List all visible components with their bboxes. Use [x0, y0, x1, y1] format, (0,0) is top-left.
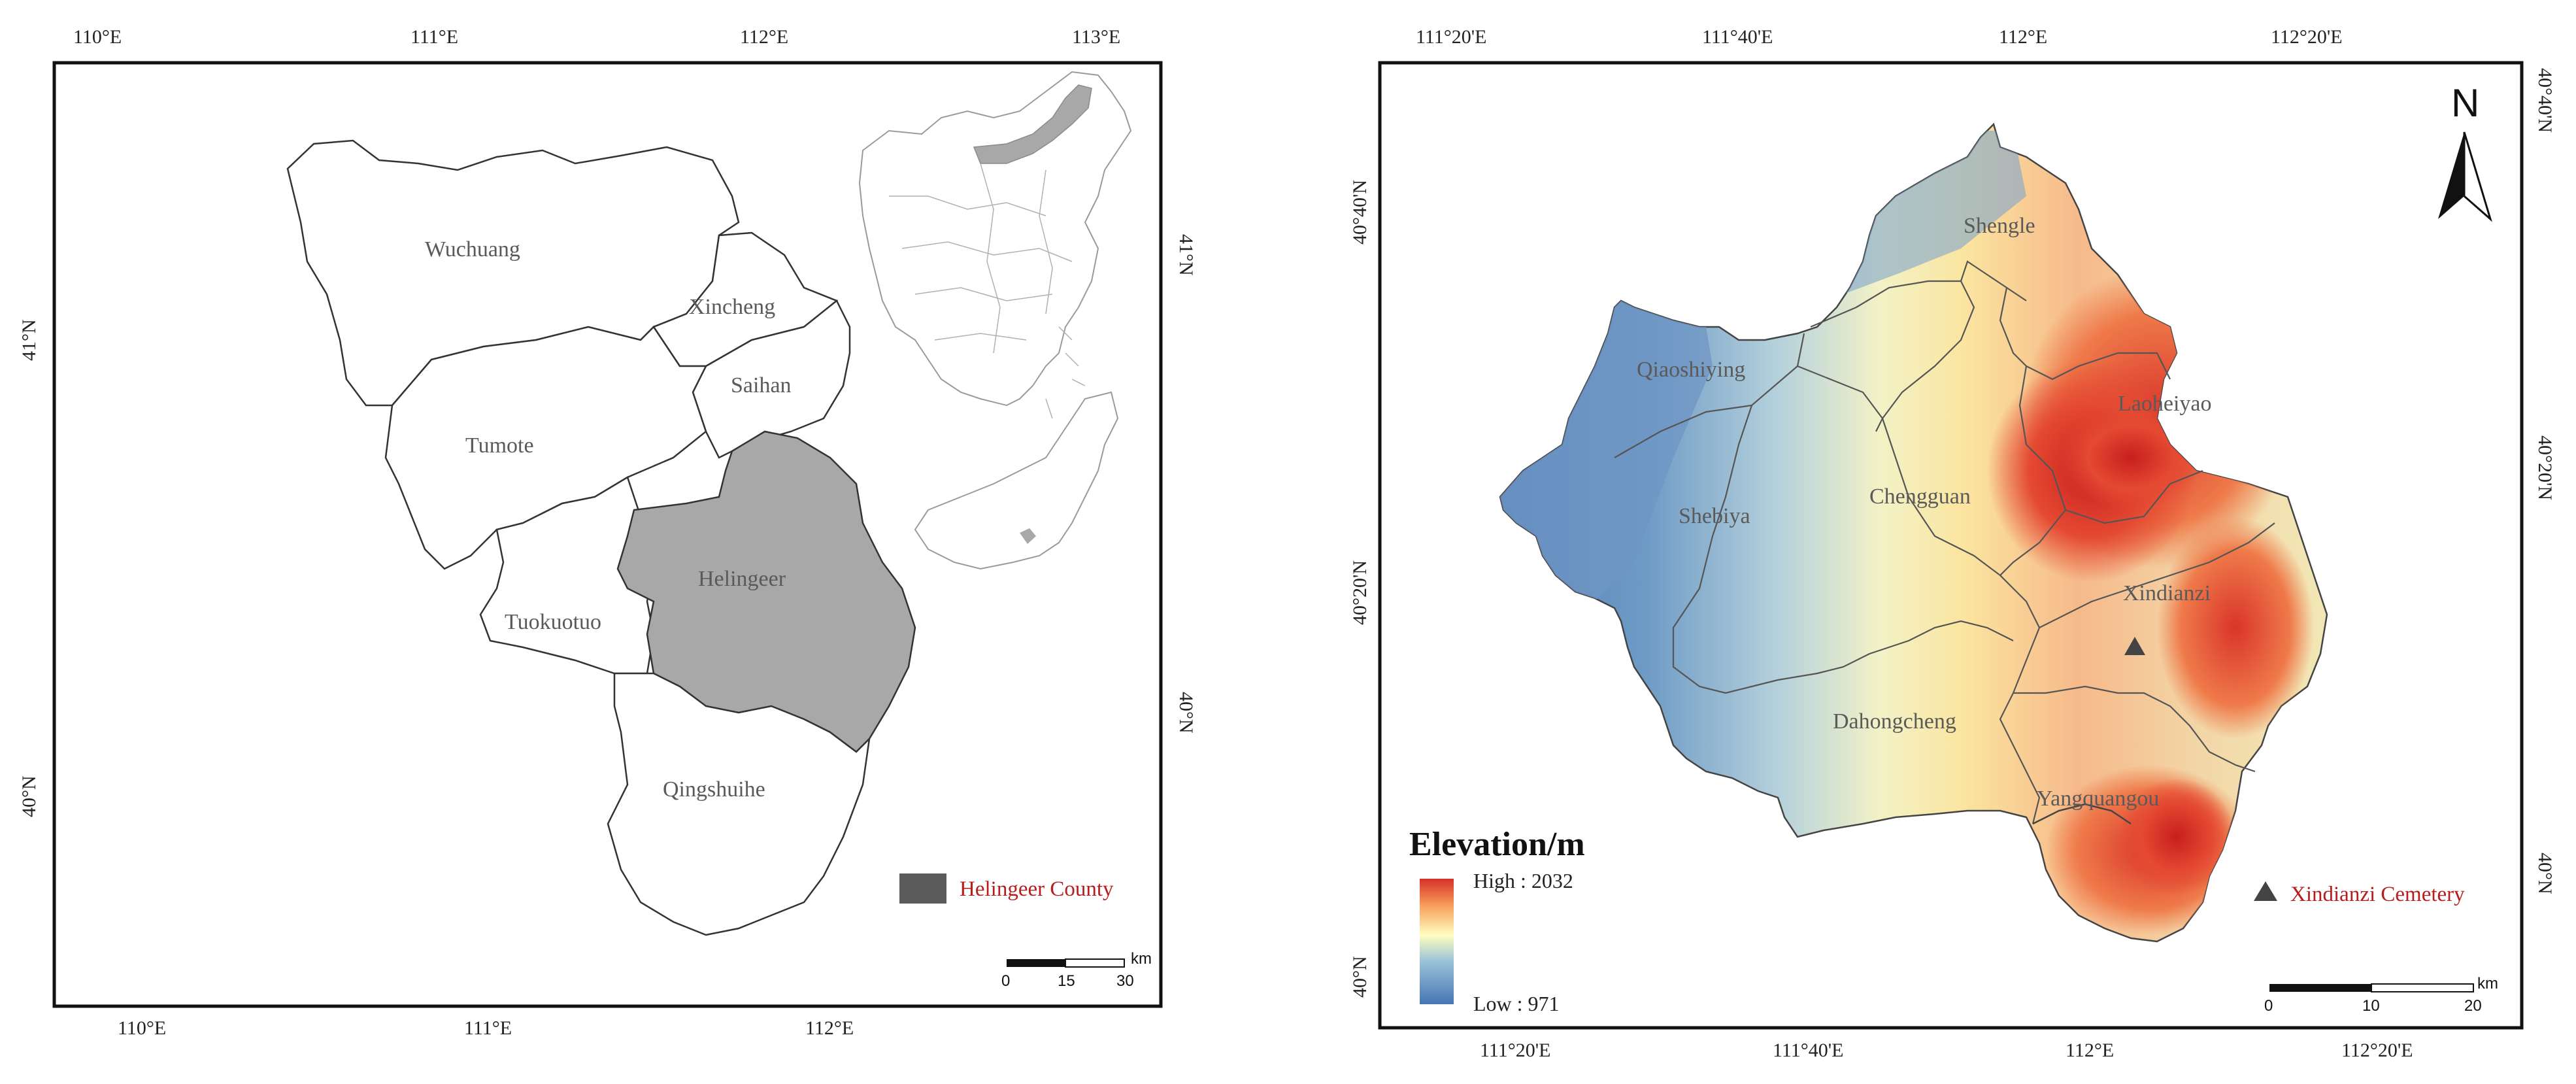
label-shebiya: Shebiya: [1679, 504, 1750, 528]
label-helingeer: Helingeer: [698, 567, 786, 591]
label-yangquangou: Yangquangou: [2037, 787, 2159, 811]
left-top-tick-1: 111°E: [410, 26, 458, 48]
elevation-title: Elevation/m: [1409, 826, 1585, 863]
right-top-tick-3: 112°20'E: [2271, 26, 2343, 48]
left-map-panel: Helingeer County 0 15 30 km Wuchuang Xin…: [18, 26, 1197, 1039]
label-wuchuang: Wuchuang: [425, 237, 520, 262]
left-scale-unit: km: [1131, 950, 1152, 968]
left-scale-tick-1: 15: [1058, 972, 1075, 990]
right-bottom-tick-3: 112°20'E: [2341, 1040, 2413, 1061]
left-right-tick-0: 41°N: [1175, 234, 1197, 276]
label-xincheng: Xincheng: [689, 295, 775, 319]
region-tumote: [384, 326, 708, 570]
label-laoheiyao: Laoheiyao: [2118, 392, 2212, 416]
right-map-panel: Shengle Qiaoshiying Laoheiyao Chengguan …: [1349, 26, 2556, 1061]
label-qiaoshiying: Qiaoshiying: [1637, 358, 1745, 382]
north-label: N: [2451, 81, 2479, 125]
label-chengguan: Chengguan: [1869, 484, 1971, 509]
right-left-tick-2: 40°N: [1349, 956, 1371, 998]
legend-label-helingeer: Helingeer County: [960, 877, 1114, 901]
right-scale-tick-1: 10: [2362, 997, 2380, 1015]
left-right-tick-1: 40°N: [1175, 692, 1197, 734]
elevation-color-ramp: [1420, 879, 1454, 1004]
right-right-tick-1: 40°20'N: [2534, 435, 2556, 500]
left-top-tick-0: 110°E: [73, 26, 122, 48]
right-bottom-tick-2: 112°E: [2066, 1040, 2114, 1061]
right-bottom-tick-1: 111°40'E: [1773, 1040, 1844, 1061]
right-left-tick-0: 40°40'N: [1349, 180, 1371, 245]
right-top-tick-1: 111°40'E: [1702, 26, 1773, 48]
right-top-tick-2: 112°E: [1999, 26, 2047, 48]
china-inset-map: [858, 71, 1132, 570]
label-tuokuotuo: Tuokuotuo: [505, 610, 601, 634]
label-dahongcheng: Dahongcheng: [1833, 709, 1956, 734]
region-qingshuihe: [607, 672, 871, 936]
left-left-tick-1: 40°N: [18, 775, 40, 817]
elevation-high-label: High : 2032: [1473, 869, 1573, 892]
right-scale-unit: km: [2477, 975, 2498, 992]
label-saihan: Saihan: [731, 373, 792, 398]
left-left-tick-0: 41°N: [18, 319, 40, 361]
right-scale-tick-2: 20: [2464, 997, 2482, 1015]
left-scale-bar: 0 15 30 km: [1001, 950, 1152, 990]
left-bottom-tick-0: 110°E: [118, 1017, 166, 1039]
legend-swatch-helingeer: [899, 873, 946, 904]
right-right-tick-0: 40°40'N: [2534, 68, 2556, 133]
cemetery-marker-icon: [2124, 637, 2145, 655]
right-top-tick-0: 111°20'E: [1416, 26, 1487, 48]
right-left-tick-1: 40°20'N: [1349, 560, 1371, 625]
left-top-tick-3: 113°E: [1072, 26, 1120, 48]
right-right-tick-2: 40°N: [2534, 853, 2556, 894]
right-bottom-tick-0: 111°20'E: [1480, 1040, 1551, 1061]
left-scale-tick-2: 30: [1116, 972, 1134, 990]
elevation-low-label: Low : 971: [1473, 992, 1560, 1015]
left-bottom-tick-1: 111°E: [464, 1017, 512, 1039]
label-xindianzi: Xindianzi: [2123, 581, 2211, 605]
label-tumote: Tumote: [465, 433, 534, 458]
label-shengle: Shengle: [1964, 214, 2035, 238]
label-qingshuihe: Qingshuihe: [663, 777, 765, 802]
right-scale-bar: 0 10 20 km: [2264, 975, 2498, 1015]
north-arrow-icon: N: [2438, 81, 2492, 222]
left-top-tick-2: 112°E: [740, 26, 788, 48]
right-scale-tick-0: 0: [2264, 997, 2273, 1015]
legend-cemetery-icon: [2254, 881, 2277, 901]
left-bottom-tick-2: 112°E: [805, 1017, 854, 1039]
legend-cemetery-label: Xindianzi Cemetery: [2290, 883, 2465, 906]
left-scale-tick-0: 0: [1001, 972, 1010, 990]
